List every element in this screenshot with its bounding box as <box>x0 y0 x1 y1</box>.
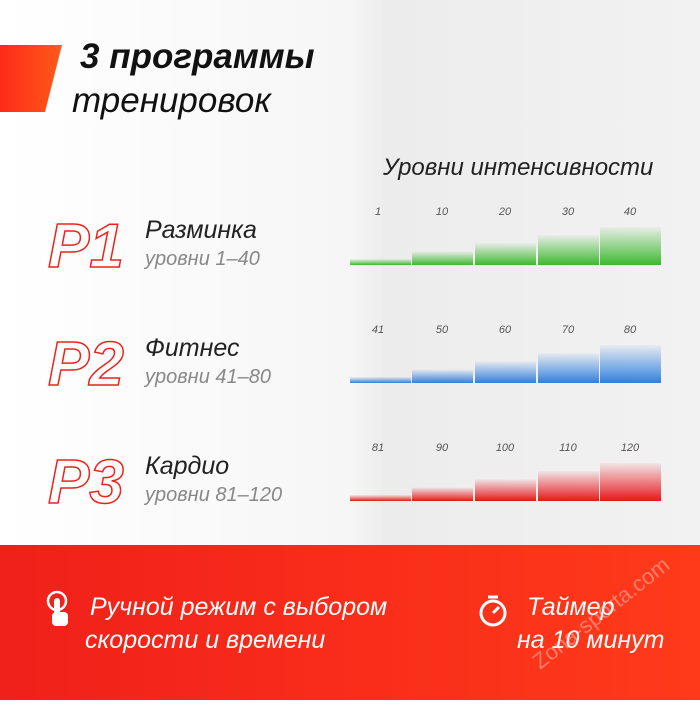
level-bar <box>475 243 536 265</box>
title: тренировок <box>72 81 272 120</box>
level-label: 81 <box>372 442 384 454</box>
heading: Уровни интенсивности <box>382 154 653 181</box>
level-bar <box>600 463 661 501</box>
level-label: 100 <box>496 442 515 454</box>
program-range: уровни 41–80 <box>143 366 271 388</box>
background <box>0 0 700 545</box>
level-bar <box>538 353 599 383</box>
program-name: Фитнес <box>145 334 240 362</box>
program-code: P3 <box>48 448 124 517</box>
footer-text: Таймер <box>527 593 615 621</box>
level-bar <box>538 471 599 501</box>
level-label: 80 <box>624 324 637 336</box>
program-code: P2 <box>48 330 124 399</box>
accent <box>0 45 62 112</box>
level-label: 70 <box>562 324 575 336</box>
timer-icon <box>479 595 507 627</box>
level-label: 10 <box>436 206 449 218</box>
footer-text: скорости и времени <box>85 626 325 654</box>
level-label: 60 <box>499 324 512 336</box>
level-bar <box>350 495 411 501</box>
level-label: 41 <box>372 324 384 336</box>
level-bar <box>600 227 661 265</box>
footer-band <box>0 545 700 700</box>
level-label: 120 <box>621 442 640 454</box>
footer-text: на 10 минут <box>517 626 665 654</box>
hand-icon <box>46 590 68 626</box>
footer-text: Ручной режим с выбором <box>90 593 387 621</box>
level-bar <box>412 251 473 265</box>
level-bar <box>412 487 473 501</box>
level-bar <box>412 369 473 383</box>
level-label: 40 <box>624 206 637 218</box>
level-bar <box>538 235 599 265</box>
level-label: 20 <box>498 206 512 218</box>
program-range: уровни 1–40 <box>143 248 260 270</box>
title: 3 программы <box>80 37 315 76</box>
level-bar <box>350 259 411 265</box>
program-name: Кардио <box>145 452 229 480</box>
level-label: 50 <box>436 324 449 336</box>
level-label: 90 <box>436 442 449 454</box>
level-bar <box>350 377 411 383</box>
level-label: 110 <box>559 442 577 454</box>
program-name: Разминка <box>145 216 257 244</box>
level-label: 30 <box>562 206 575 218</box>
level-bar <box>475 361 536 383</box>
program-range: уровни 81–120 <box>143 484 282 506</box>
level-bar <box>600 345 661 383</box>
level-label: 1 <box>375 206 381 218</box>
program-code: P1 <box>48 212 124 281</box>
level-bar <box>475 479 536 501</box>
